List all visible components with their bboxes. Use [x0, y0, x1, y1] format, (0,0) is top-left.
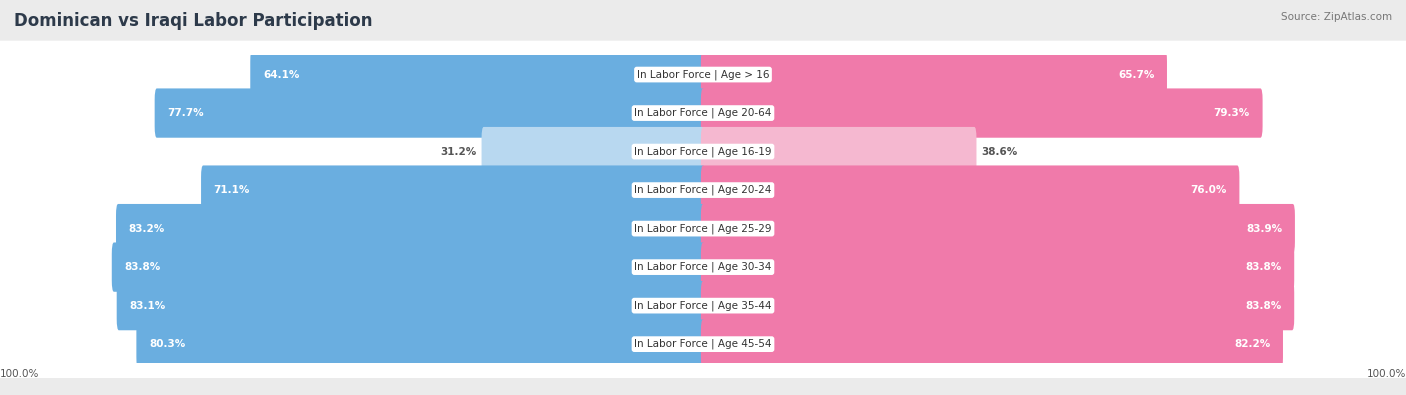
Text: 83.2%: 83.2%: [129, 224, 165, 233]
Legend: Dominican, Iraqi: Dominican, Iraqi: [621, 389, 785, 395]
Text: In Labor Force | Age 30-34: In Labor Force | Age 30-34: [634, 262, 772, 273]
FancyBboxPatch shape: [481, 127, 706, 176]
Text: 79.3%: 79.3%: [1213, 108, 1250, 118]
Text: 80.3%: 80.3%: [149, 339, 186, 349]
Text: 38.6%: 38.6%: [981, 147, 1018, 156]
FancyBboxPatch shape: [0, 79, 1406, 147]
FancyBboxPatch shape: [0, 156, 1406, 224]
FancyBboxPatch shape: [0, 272, 1406, 340]
Text: In Labor Force | Age 20-24: In Labor Force | Age 20-24: [634, 185, 772, 196]
FancyBboxPatch shape: [700, 281, 1294, 330]
Text: Dominican vs Iraqi Labor Participation: Dominican vs Iraqi Labor Participation: [14, 12, 373, 30]
Text: 100.0%: 100.0%: [1367, 369, 1406, 379]
Text: In Labor Force | Age 16-19: In Labor Force | Age 16-19: [634, 146, 772, 157]
FancyBboxPatch shape: [201, 166, 704, 215]
FancyBboxPatch shape: [700, 88, 1263, 138]
Text: 83.1%: 83.1%: [129, 301, 166, 310]
FancyBboxPatch shape: [0, 41, 1406, 109]
FancyBboxPatch shape: [117, 281, 704, 330]
Text: 31.2%: 31.2%: [440, 147, 477, 156]
Text: In Labor Force | Age 25-29: In Labor Force | Age 25-29: [634, 223, 772, 234]
FancyBboxPatch shape: [115, 204, 704, 253]
Text: In Labor Force | Age 35-44: In Labor Force | Age 35-44: [634, 300, 772, 311]
Text: 83.9%: 83.9%: [1246, 224, 1282, 233]
Text: 83.8%: 83.8%: [1246, 262, 1282, 272]
FancyBboxPatch shape: [700, 127, 977, 176]
FancyBboxPatch shape: [0, 195, 1406, 263]
Text: 77.7%: 77.7%: [167, 108, 204, 118]
FancyBboxPatch shape: [700, 204, 1295, 253]
Text: 83.8%: 83.8%: [1246, 301, 1282, 310]
Text: In Labor Force | Age 20-64: In Labor Force | Age 20-64: [634, 108, 772, 118]
Text: Source: ZipAtlas.com: Source: ZipAtlas.com: [1281, 12, 1392, 22]
FancyBboxPatch shape: [700, 243, 1294, 292]
FancyBboxPatch shape: [136, 320, 704, 369]
Text: 76.0%: 76.0%: [1191, 185, 1227, 195]
FancyBboxPatch shape: [700, 320, 1282, 369]
Text: In Labor Force | Age 45-54: In Labor Force | Age 45-54: [634, 339, 772, 350]
Text: In Labor Force | Age > 16: In Labor Force | Age > 16: [637, 69, 769, 80]
Text: 100.0%: 100.0%: [0, 369, 39, 379]
Text: 82.2%: 82.2%: [1234, 339, 1271, 349]
FancyBboxPatch shape: [155, 88, 704, 138]
Text: 64.1%: 64.1%: [263, 70, 299, 79]
FancyBboxPatch shape: [250, 50, 704, 99]
FancyBboxPatch shape: [700, 50, 1167, 99]
Text: 65.7%: 65.7%: [1118, 70, 1154, 79]
FancyBboxPatch shape: [700, 166, 1240, 215]
Text: 71.1%: 71.1%: [214, 185, 250, 195]
FancyBboxPatch shape: [112, 243, 704, 292]
FancyBboxPatch shape: [0, 233, 1406, 301]
FancyBboxPatch shape: [0, 118, 1406, 186]
Text: 83.8%: 83.8%: [125, 262, 160, 272]
FancyBboxPatch shape: [0, 310, 1406, 378]
